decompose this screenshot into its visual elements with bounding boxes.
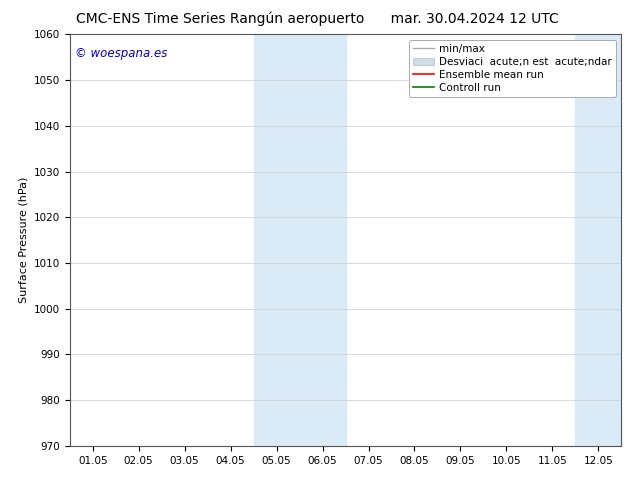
Text: CMC-ENS Time Series Rangún aeropuerto      mar. 30.04.2024 12 UTC: CMC-ENS Time Series Rangún aeropuerto ma… — [75, 11, 559, 26]
Text: © woespana.es: © woespana.es — [75, 47, 167, 60]
Bar — [254, 34, 346, 446]
Y-axis label: Surface Pressure (hPa): Surface Pressure (hPa) — [18, 177, 28, 303]
Legend: min/max, Desviaci  acute;n est  acute;ndar, Ensemble mean run, Controll run: min/max, Desviaci acute;n est acute;ndar… — [409, 40, 616, 97]
Bar — [575, 34, 634, 446]
